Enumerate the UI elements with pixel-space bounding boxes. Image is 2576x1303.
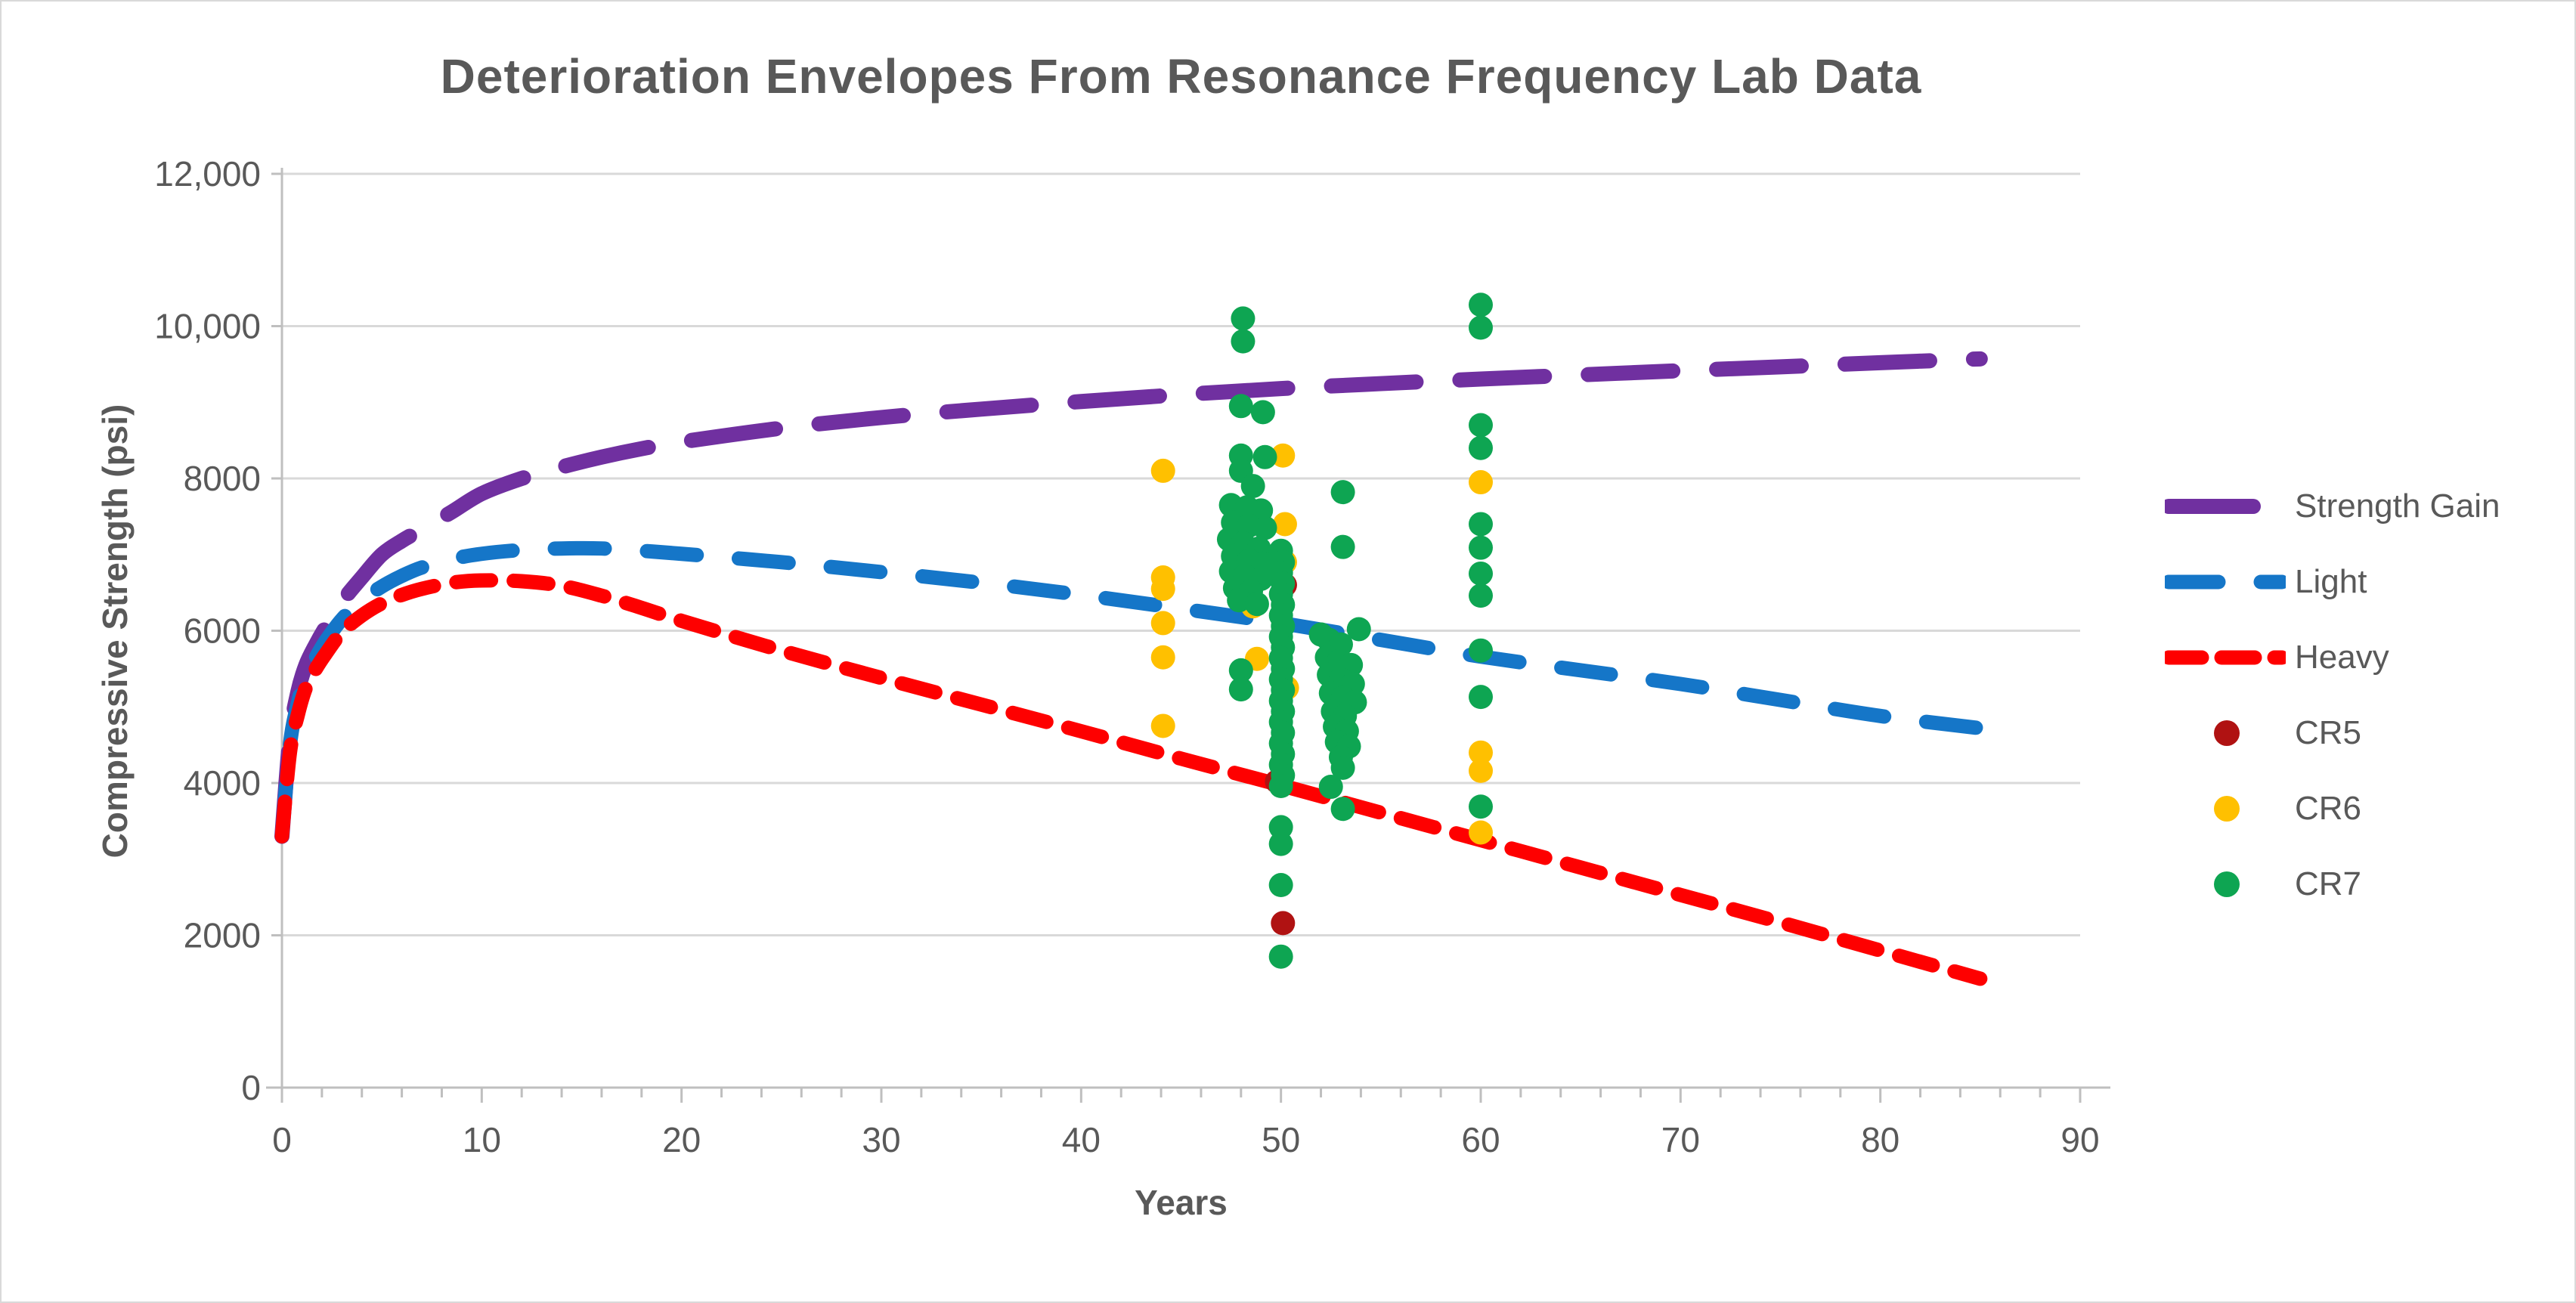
x-axis-title: Years bbox=[1135, 1183, 1228, 1222]
y-tick-label-2000: 2000 bbox=[184, 916, 261, 955]
x-tick-label-50: 50 bbox=[1262, 1120, 1300, 1159]
legend-label-cr5: CR5 bbox=[2295, 714, 2362, 751]
x-tick-label-80: 80 bbox=[1861, 1120, 1899, 1159]
scatter-point-cr7 bbox=[1469, 315, 1493, 340]
scatter-point-cr7 bbox=[1228, 394, 1253, 419]
curve-heavy bbox=[274, 573, 1988, 986]
scatter-point-cr7 bbox=[1469, 512, 1493, 537]
curve-light bbox=[274, 540, 1988, 844]
scatter-point-cr5 bbox=[1271, 911, 1296, 936]
scatter-point-cr6 bbox=[1469, 758, 1493, 783]
scatter-point-cr6 bbox=[1271, 443, 1296, 468]
legend-line-strength-gain-icon bbox=[2165, 499, 2286, 514]
y-tick-label-10000: 10,000 bbox=[154, 307, 261, 346]
legend-dot-cr6-icon bbox=[2214, 796, 2240, 822]
x-tick-label-60: 60 bbox=[1461, 1120, 1500, 1159]
legend-label-cr6: CR6 bbox=[2295, 790, 2362, 827]
scatter-point-cr7 bbox=[1268, 774, 1293, 799]
scatter-point-cr7 bbox=[1252, 515, 1277, 540]
scatter-point-cr7 bbox=[1231, 306, 1255, 331]
scatter-point-cr7 bbox=[1330, 480, 1355, 505]
x-tick-label-90: 90 bbox=[2060, 1120, 2099, 1159]
x-tick-label-10: 10 bbox=[463, 1120, 501, 1159]
scatter-point-cr6 bbox=[1150, 458, 1175, 483]
x-tick-label-70: 70 bbox=[1661, 1120, 1700, 1159]
scatter-point-cr7 bbox=[1231, 329, 1255, 354]
y-tick-label-0: 0 bbox=[241, 1068, 261, 1107]
scatter-point-cr7 bbox=[1268, 944, 1293, 969]
scatter-point-cr7 bbox=[1240, 474, 1265, 499]
scatter-point-cr7 bbox=[1469, 435, 1493, 460]
legend-label-cr7: CR7 bbox=[2295, 865, 2362, 902]
scatter-point-cr7 bbox=[1469, 561, 1493, 586]
legend-label-light: Light bbox=[2295, 563, 2367, 600]
scatter-point-cr6 bbox=[1272, 512, 1297, 537]
legend-item-heavy: Heavy bbox=[2165, 639, 2389, 676]
scatter-point-cr7 bbox=[1227, 588, 1252, 613]
scatter-point-cr7 bbox=[1318, 775, 1343, 800]
scatter-point-cr6 bbox=[1150, 645, 1175, 670]
scatter-point-cr7 bbox=[1244, 592, 1269, 617]
scatter-point-cr6 bbox=[1469, 820, 1493, 845]
x-tick-label-30: 30 bbox=[862, 1120, 900, 1159]
scatter-point-cr7 bbox=[1469, 292, 1493, 317]
scatter-point-cr6 bbox=[1150, 713, 1175, 738]
y-tick-label-4000: 4000 bbox=[184, 763, 261, 803]
scatter-point-cr7 bbox=[1268, 815, 1293, 840]
x-tick-label-40: 40 bbox=[1062, 1120, 1101, 1159]
legend-item-cr6: CR6 bbox=[2165, 790, 2362, 827]
scatter-point-cr7 bbox=[1268, 873, 1293, 898]
scatter-point-cr7 bbox=[1469, 583, 1493, 608]
legend-item-cr5: CR5 bbox=[2165, 714, 2362, 751]
x-tick-label-0: 0 bbox=[272, 1120, 292, 1159]
legend-item-cr7: CR7 bbox=[2165, 865, 2362, 902]
scatter-point-cr7 bbox=[1469, 413, 1493, 438]
scatter-point-cr6 bbox=[1150, 611, 1175, 636]
scatter-point-cr7 bbox=[1250, 400, 1275, 425]
scatter-point-cr7 bbox=[1228, 677, 1253, 702]
legend-dot-cr7-icon bbox=[2214, 871, 2240, 897]
scatter-point-cr7 bbox=[1330, 797, 1355, 822]
chart-title: Deterioration Envelopes From Resonance F… bbox=[440, 49, 1922, 104]
scatter-point-cr7 bbox=[1346, 617, 1371, 642]
scatter-point-cr7 bbox=[1330, 755, 1355, 780]
scatter-point-cr7 bbox=[1268, 831, 1293, 856]
legend-line-light-icon bbox=[2165, 574, 2286, 590]
scatter-point-cr7 bbox=[1469, 535, 1493, 560]
legend-line-heavy-icon bbox=[2165, 650, 2286, 665]
scatter-point-cr6 bbox=[1469, 470, 1493, 495]
curve-strength-gain bbox=[274, 351, 1988, 844]
legend-label-strength-gain: Strength Gain bbox=[2295, 487, 2500, 525]
x-tick-label-20: 20 bbox=[662, 1120, 701, 1159]
scatter-point-cr6 bbox=[1469, 740, 1493, 765]
scatter-point-cr7 bbox=[1469, 794, 1493, 819]
scatter-point-cr7 bbox=[1469, 685, 1493, 710]
scatter-series-cr7 bbox=[1216, 292, 1493, 969]
legend-label-heavy: Heavy bbox=[2295, 639, 2389, 676]
scatter-point-cr6 bbox=[1150, 577, 1175, 602]
y-tick-label-6000: 6000 bbox=[184, 611, 261, 651]
legend-item-light: Light bbox=[2165, 563, 2367, 600]
legend-item-strength-gain: Strength Gain bbox=[2165, 487, 2500, 525]
y-tick-label-12000: 12,000 bbox=[154, 154, 261, 193]
scatter-point-cr7 bbox=[1330, 534, 1355, 559]
scatter-point-cr7 bbox=[1252, 444, 1277, 469]
legend-dot-cr5-icon bbox=[2214, 720, 2240, 746]
scatter-point-cr7 bbox=[1228, 658, 1253, 682]
y-tick-label-8000: 8000 bbox=[184, 459, 261, 498]
scatter-point-cr7 bbox=[1469, 638, 1493, 663]
